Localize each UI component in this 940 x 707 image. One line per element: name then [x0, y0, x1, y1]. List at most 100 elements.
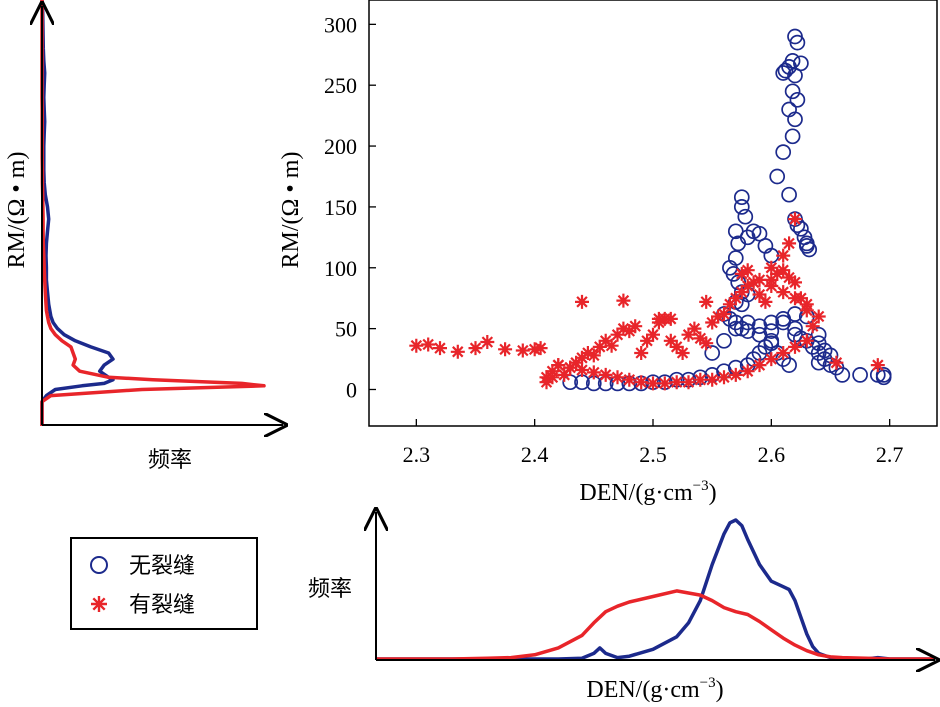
x-tick-label: 2.3 — [403, 442, 431, 467]
scatter-point-fracture — [598, 333, 613, 348]
scatter-point-fracture — [782, 236, 797, 251]
scatter-point-fracture — [728, 291, 743, 306]
scatter-point-fracture — [669, 375, 684, 390]
scatter-point-fracture — [788, 291, 802, 306]
scatter-point-fracture — [764, 260, 779, 275]
scatter-point-no-fracture — [733, 199, 750, 215]
scatter-point-fracture — [681, 375, 696, 390]
den-distribution-panel: 频率 DEN/(g·cm−3) — [308, 512, 935, 703]
scatter-point-fracture — [622, 372, 637, 387]
rm-distribution-x-label: 频率 — [148, 448, 192, 473]
scatter-point-fracture — [776, 263, 791, 278]
legend-label-fracture: 有裂缝 — [129, 593, 195, 618]
scatter-point-fracture — [693, 372, 708, 387]
scatter-point-fracture — [409, 338, 424, 353]
scatter-point-fracture — [663, 333, 678, 348]
scatter-point-no-fracture — [789, 34, 806, 51]
scatter-point-fracture — [799, 303, 814, 318]
scatter-point-fracture — [752, 358, 767, 373]
scatter-point-no-fracture — [775, 144, 792, 160]
rm-distribution-panel: RM/(Ω • m) 频率 — [4, 0, 283, 473]
scatter-point-no-fracture — [816, 342, 833, 359]
scatter-point-fracture — [734, 266, 749, 281]
scatter-point-no-fracture — [733, 189, 750, 206]
scatter-point-fracture — [563, 360, 578, 375]
scatter-point-fracture — [433, 341, 447, 356]
scatter-point-fracture — [782, 270, 797, 285]
scatter-point-fracture — [557, 367, 572, 382]
scatter-point-no-fracture — [834, 367, 851, 383]
scatter-point-fracture — [746, 275, 761, 290]
scatter-point-fracture — [699, 294, 714, 309]
scatter-point-fracture — [610, 327, 625, 342]
scatter-panel: 2.3 2.4 2.5 2.6 2.7 0 50 100 150 200 250 300 RM/(Ω … — [278, 0, 938, 506]
scatter-point-fracture — [740, 263, 755, 278]
scatter-point-fracture — [811, 309, 826, 324]
scatter-point-fracture — [586, 348, 601, 363]
y-tick-label: 100 — [324, 256, 357, 281]
den-distribution-x-label: DEN/(g·cm−3) — [586, 675, 723, 703]
scatter-point-no-fracture — [781, 186, 797, 203]
scatter-point-no-fracture — [852, 367, 868, 383]
scatter-point-fracture — [450, 344, 465, 359]
scatter-point-fracture — [752, 272, 767, 287]
scatter-point-fracture — [770, 266, 785, 281]
scatter-point-no-fracture — [763, 314, 780, 331]
scatter-point-fracture — [651, 311, 666, 326]
scatter-point-fracture — [776, 285, 791, 300]
scatter-point-fracture — [776, 346, 791, 360]
scatter-point-no-fracture — [793, 220, 809, 237]
scatter-point-fracture — [728, 367, 743, 382]
scatter-point-fracture — [580, 346, 595, 360]
scatter-point-fracture — [515, 343, 530, 358]
scatter-point-fracture — [527, 342, 542, 357]
scatter-point-fracture — [598, 367, 613, 382]
scatter-point-fracture — [622, 324, 637, 339]
scatter-point-fracture — [776, 248, 791, 263]
scatter-point-fracture — [569, 355, 584, 370]
scatter-point-no-fracture — [739, 229, 756, 246]
scatter-point-fracture — [788, 212, 802, 227]
scatter-point-no-fracture — [775, 314, 792, 331]
x-tick-label: 2.6 — [758, 442, 786, 467]
rm-curve-no-fracture — [40, 0, 115, 426]
scatter-point-no-fracture — [798, 238, 815, 254]
scatter-point-no-fracture — [763, 323, 780, 339]
scatter-point-no-fracture — [784, 83, 801, 100]
den-distribution-curves — [376, 518, 935, 661]
scatter-point-fracture — [805, 319, 820, 334]
scatter-point-fracture — [687, 321, 702, 336]
y-tick-label: 300 — [324, 12, 357, 37]
scatter-point-fracture — [675, 346, 690, 360]
legend-circle-marker — [90, 556, 108, 574]
scatter-point-fracture — [468, 341, 483, 356]
scatter-point-no-fracture — [769, 168, 786, 185]
scatter-point-fracture — [711, 309, 726, 324]
scatter-point-no-fracture — [751, 326, 768, 343]
x-tick-label: 2.5 — [639, 442, 667, 467]
scatter-point-fracture — [752, 287, 767, 302]
scatter-ticks: 2.3 2.4 2.5 2.6 2.7 0 50 100 150 200 250 300 — [324, 12, 903, 467]
scatter-point-fracture — [575, 350, 589, 365]
scatter-point-fracture — [592, 339, 607, 354]
scatter-point-no-fracture — [784, 128, 801, 145]
scatter-point-fracture — [646, 327, 660, 342]
scatter-point-fracture — [717, 370, 731, 385]
y-tick-label: 150 — [324, 195, 357, 220]
scatter-point-fracture — [663, 311, 678, 326]
scatter-point-fracture — [545, 364, 560, 379]
scatter-point-no-fracture — [875, 369, 892, 386]
scatter-point-fracture — [699, 336, 714, 351]
scatter-plot-frame — [368, 0, 938, 427]
rm-distribution-curves — [40, 0, 266, 426]
scatter-point-fracture — [634, 346, 649, 360]
scatter-point-fracture — [610, 370, 625, 385]
scatter-point-fracture — [722, 297, 737, 312]
scatter-point-fracture — [498, 342, 513, 357]
scatter-point-fracture — [669, 339, 684, 354]
scatter-point-fracture — [646, 376, 660, 391]
scatter-point-fracture — [657, 376, 672, 391]
scatter-point-fracture — [705, 372, 720, 387]
scatter-point-fracture — [829, 355, 844, 370]
scatter-point-fracture — [616, 293, 631, 308]
